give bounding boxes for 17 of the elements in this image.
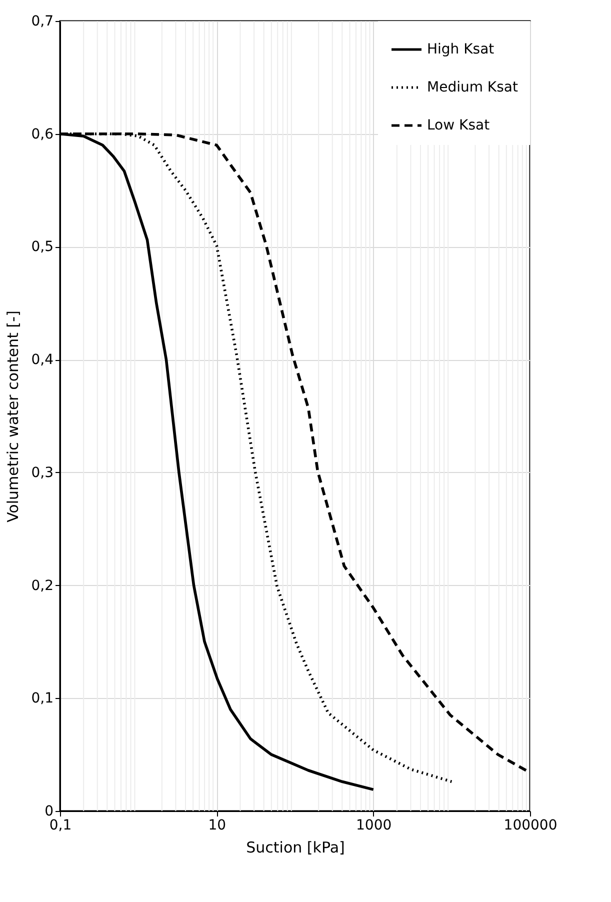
legend-label: Medium Ksat	[427, 80, 518, 96]
y-tick-label: 0	[44, 804, 54, 820]
legend-label: Low Ksat	[427, 118, 490, 134]
x-axis-title: Suction [kPa]	[246, 838, 345, 856]
x-tick-label: 100000	[504, 818, 558, 834]
y-tick-label: 0,1	[31, 690, 54, 707]
x-tick-label: 1000	[356, 818, 392, 834]
y-tick-label: 0,2	[31, 578, 54, 594]
y-axis-title: Volumetric water content [-]	[4, 310, 22, 522]
y-tick-label: 0,4	[31, 352, 54, 368]
y-tick-label: 0,6	[31, 126, 54, 142]
x-tick-label: 10	[208, 818, 226, 834]
y-tick-label: 0,7	[31, 14, 54, 30]
x-tick-label: 0,1	[49, 818, 72, 834]
y-tick-label: 0,5	[31, 239, 54, 256]
legend-label: High Ksat	[427, 42, 495, 58]
y-tick-label: 0,3	[31, 464, 54, 481]
